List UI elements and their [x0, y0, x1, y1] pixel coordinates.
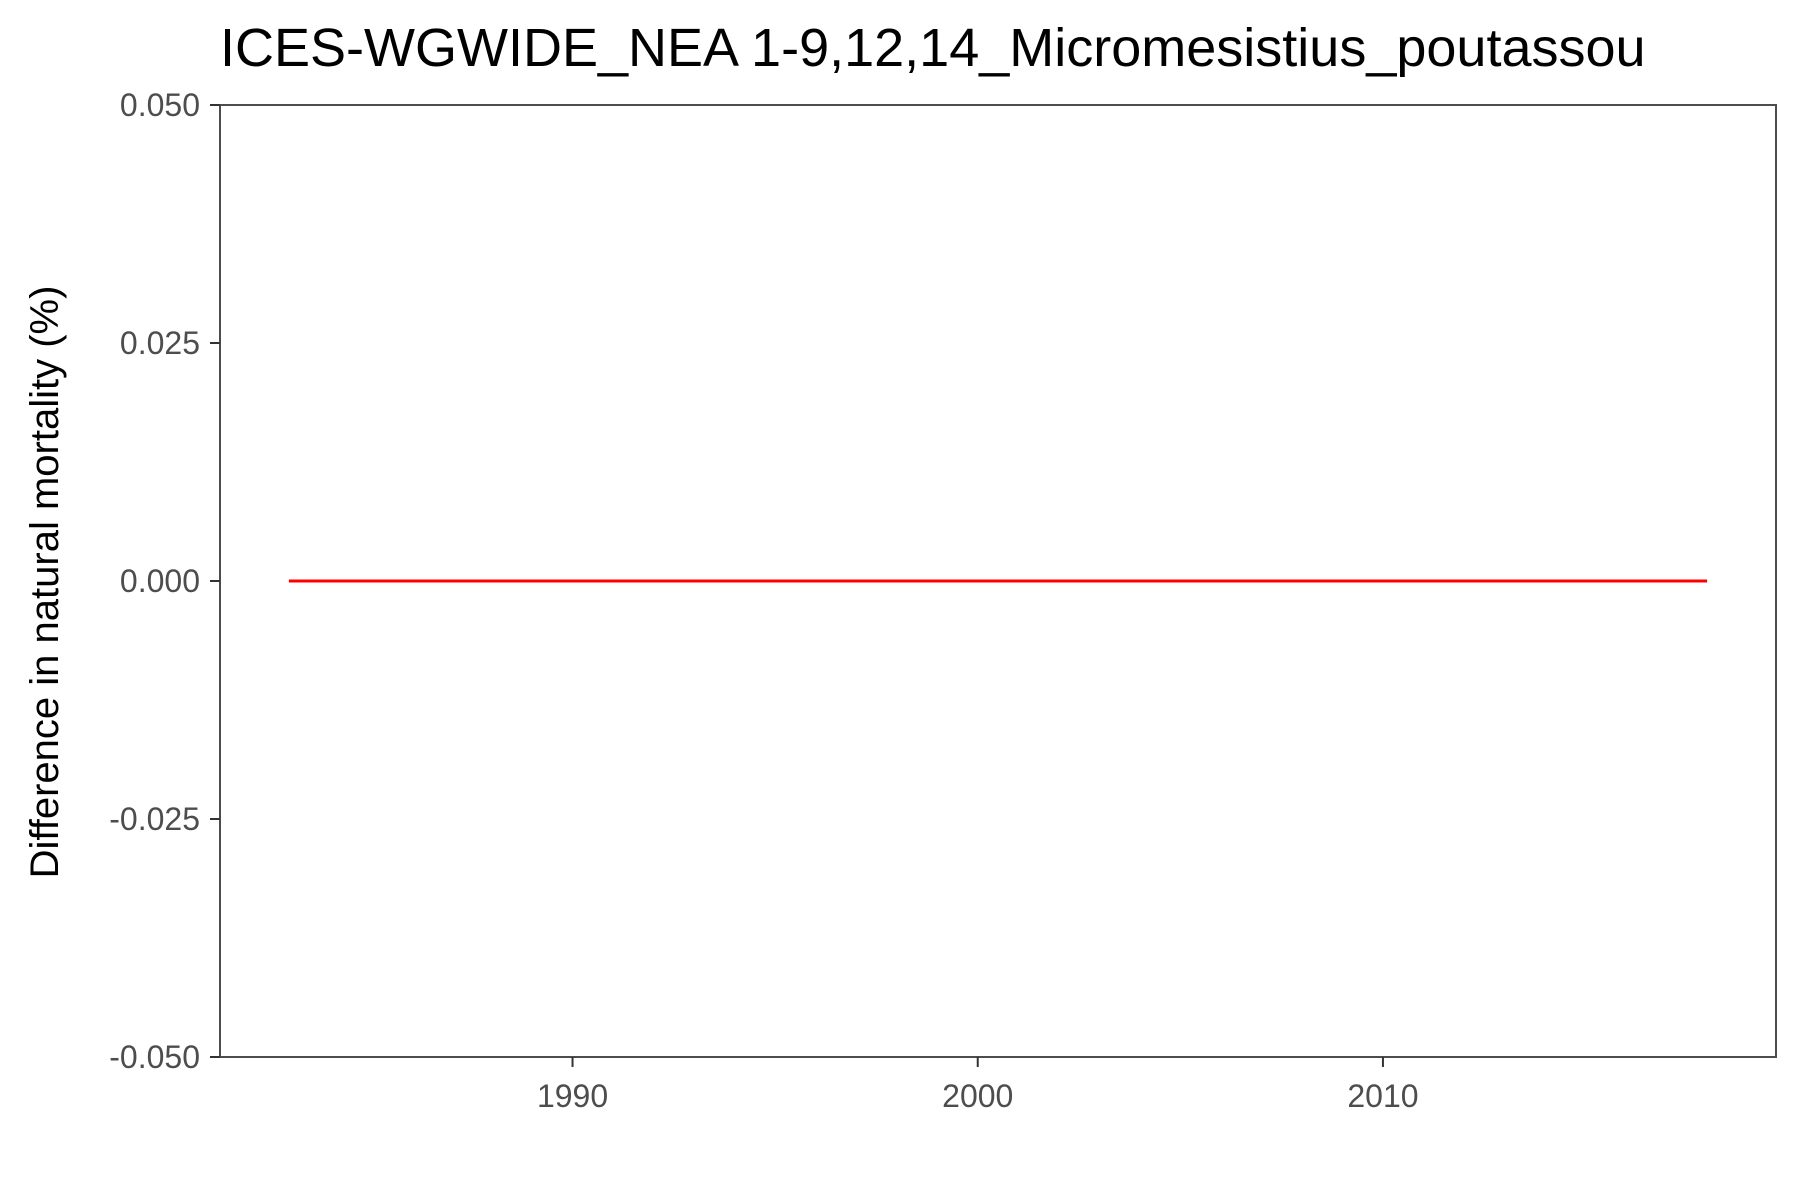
y-tick-label: 0.000 — [120, 563, 200, 599]
y-axis-label: Difference in natural mortality (%) — [23, 286, 67, 879]
y-tick-label: -0.050 — [109, 1039, 200, 1075]
x-tick-label: 2010 — [1347, 1078, 1418, 1114]
x-tick-label: 1990 — [537, 1078, 608, 1114]
chart-title: ICES-WGWIDE_NEA 1-9,12,14_Micromesistius… — [220, 18, 1646, 78]
y-axis: 0.050 0.025 0.000 -0.025 -0.050 — [109, 87, 220, 1075]
y-tick-label: -0.025 — [109, 801, 200, 837]
y-tick-label: 0.050 — [120, 87, 200, 123]
x-tick-label: 2000 — [942, 1078, 1013, 1114]
x-axis: 1990 2000 2010 — [537, 1057, 1419, 1114]
y-tick-label: 0.025 — [120, 325, 200, 361]
